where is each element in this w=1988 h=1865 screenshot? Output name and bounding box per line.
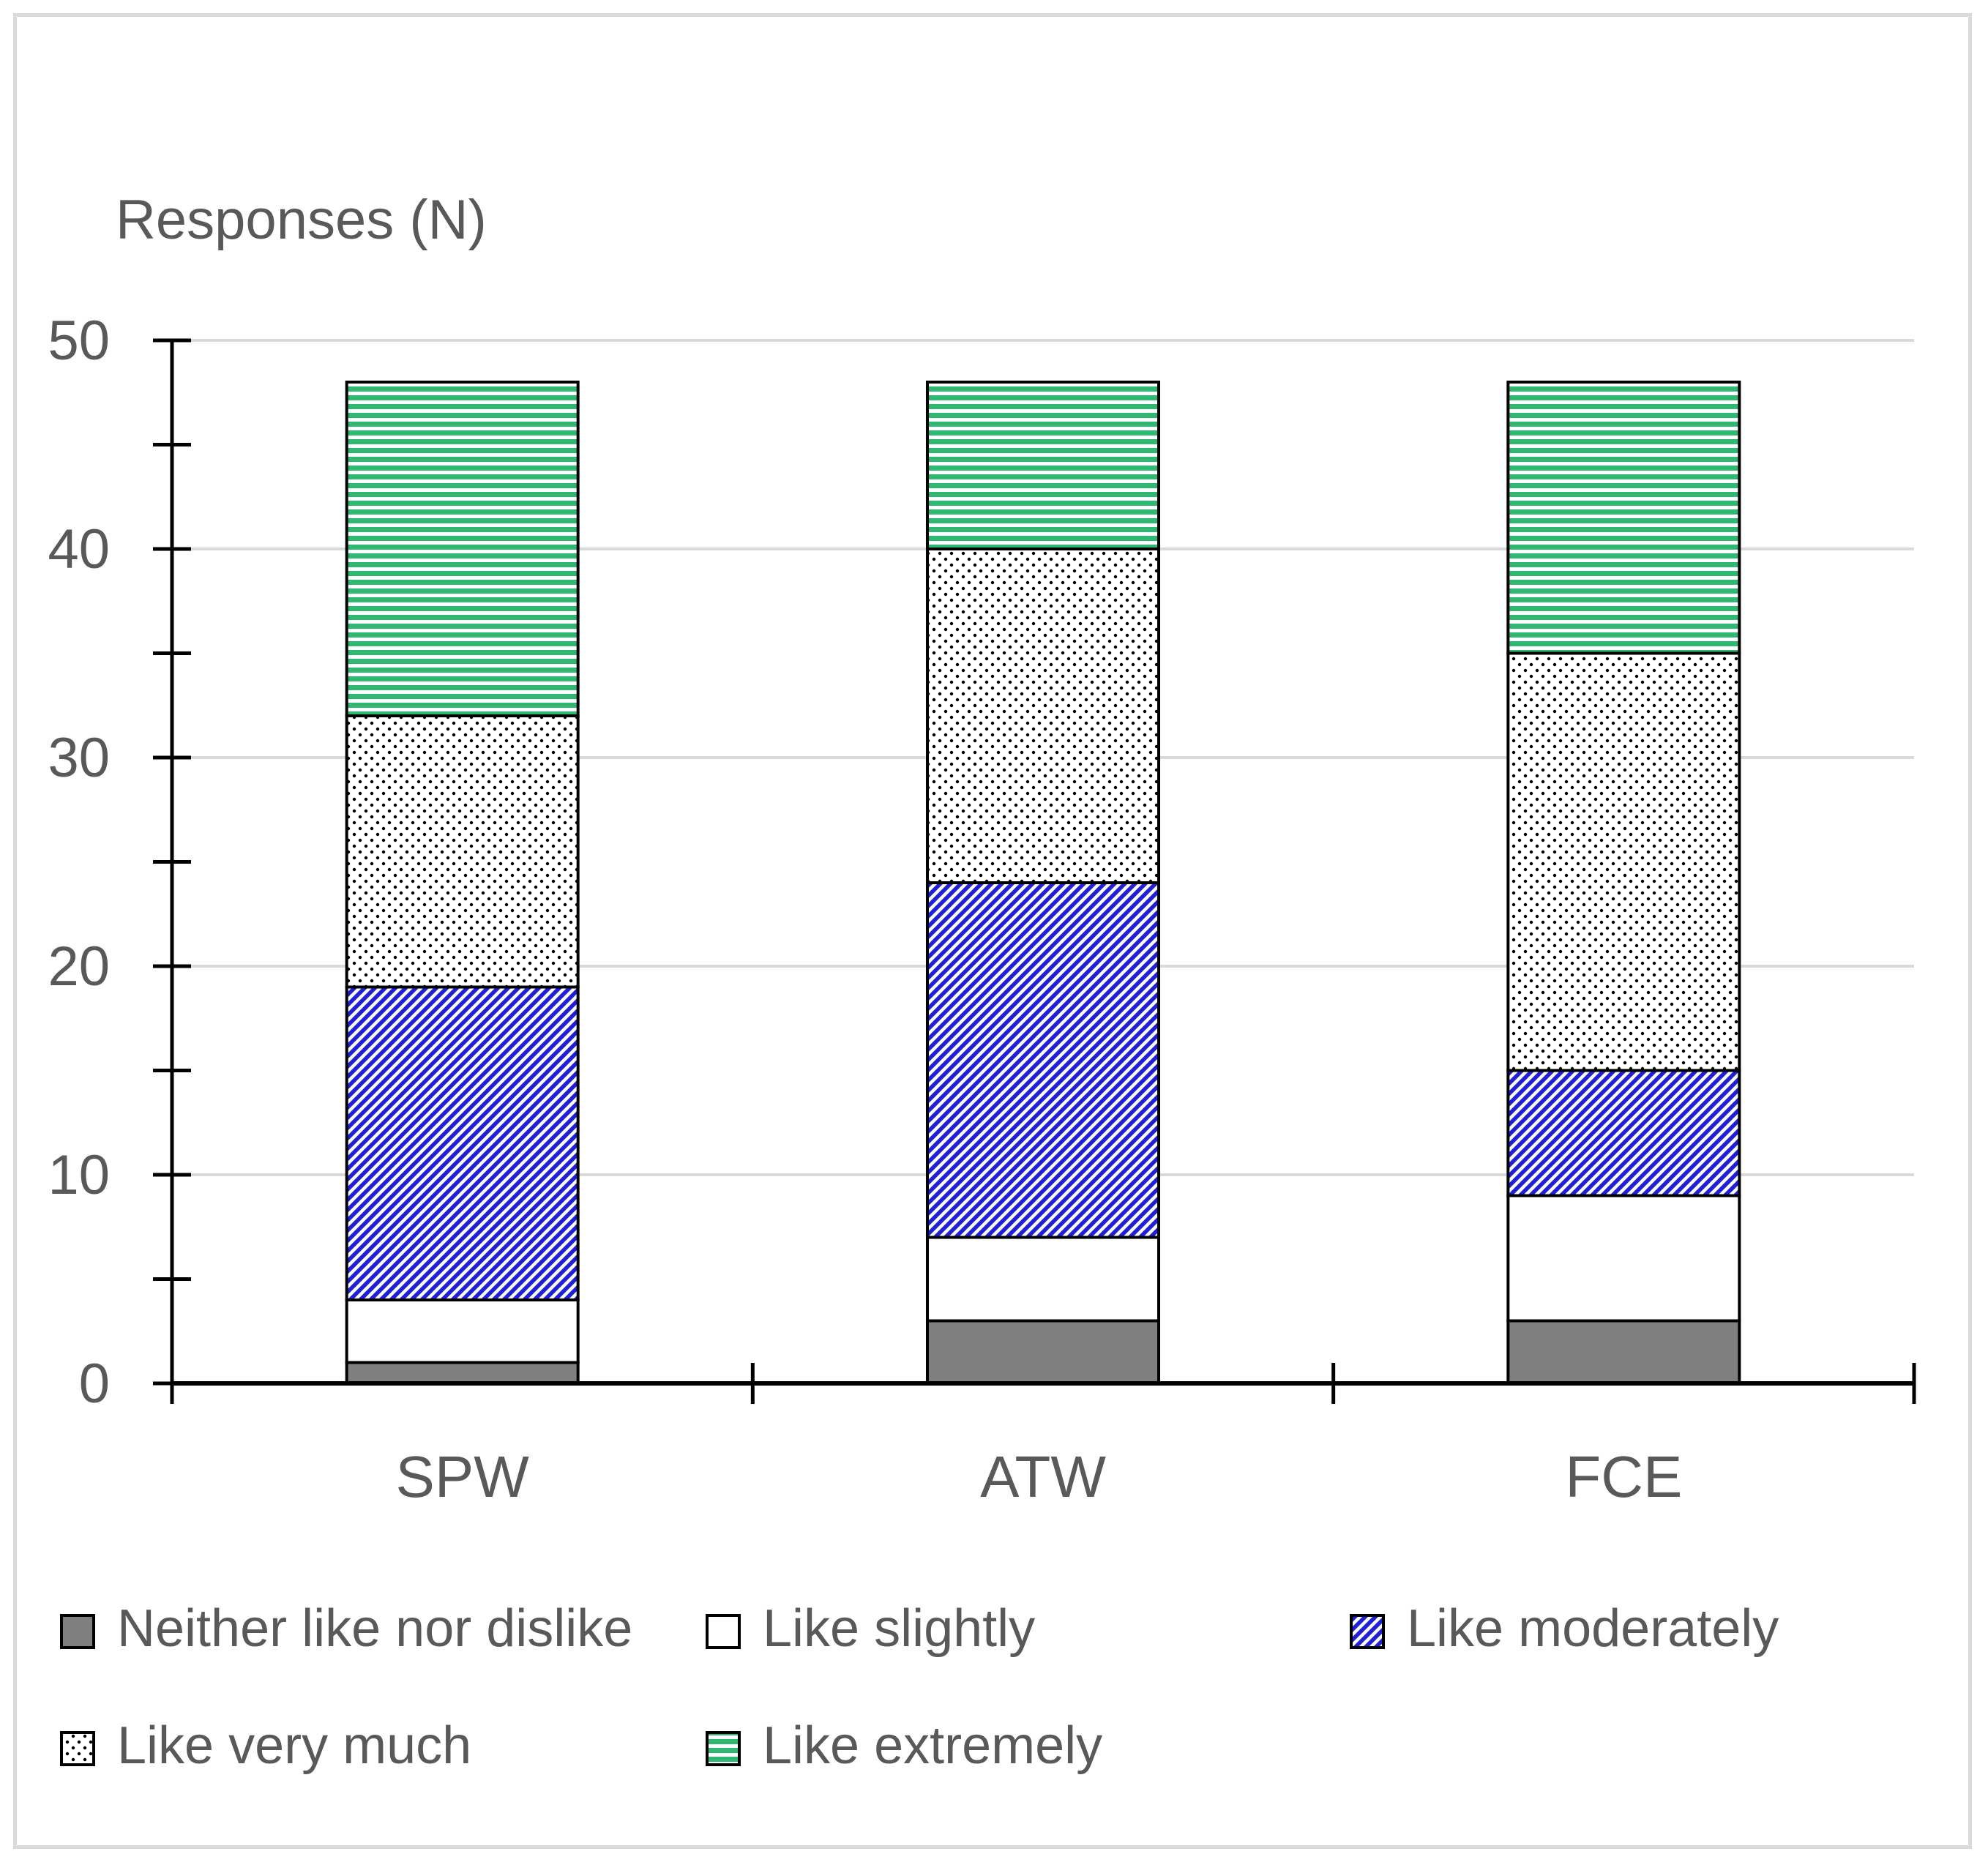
y-tick-label: 30	[48, 727, 110, 789]
y-tick-label: 0	[79, 1353, 110, 1415]
bar-segment-spw-0	[345, 1361, 580, 1385]
bar-segment-atw-0	[926, 1319, 1160, 1385]
legend-swatch-0	[60, 1614, 95, 1649]
bar-segment-fce-4	[1506, 381, 1741, 655]
legend-label-4: Like extremely	[763, 1716, 1102, 1775]
bar-segment-spw-4	[345, 381, 580, 717]
bar-segment-spw-1	[345, 1298, 580, 1364]
bar-segment-fce-1	[1506, 1194, 1741, 1323]
y-tick-label: 50	[48, 310, 110, 372]
bar-segment-atw-1	[926, 1236, 1160, 1323]
bar-segment-fce-0	[1506, 1319, 1741, 1385]
bar-segment-atw-4	[926, 381, 1160, 550]
y-tick-label: 20	[48, 935, 110, 998]
legend-swatch-4	[706, 1731, 741, 1766]
bar-segment-fce-2	[1506, 1069, 1741, 1197]
x-tick-label: FCE	[1565, 1444, 1682, 1509]
bar-segment-spw-2	[345, 985, 580, 1301]
legend-swatch-2	[1350, 1614, 1385, 1649]
legend-label-3: Like very much	[117, 1716, 471, 1775]
bar-segment-atw-3	[926, 547, 1160, 884]
legend-label-1: Like slightly	[763, 1599, 1035, 1658]
y-tick-label: 10	[48, 1144, 110, 1206]
bar-segment-atw-2	[926, 881, 1160, 1239]
legend-label-2: Like moderately	[1407, 1599, 1779, 1658]
legend-label-0: Neither like nor dislike	[117, 1599, 632, 1658]
legend-swatch-1	[706, 1614, 741, 1649]
x-tick-label: SPW	[396, 1444, 530, 1509]
bar-segment-fce-3	[1506, 651, 1741, 1072]
bar-segment-spw-3	[345, 714, 580, 989]
legend-swatch-3	[60, 1731, 95, 1766]
y-axis-label: Responses (N)	[116, 189, 487, 251]
x-tick-label: ATW	[980, 1444, 1106, 1509]
y-tick-label: 40	[48, 518, 110, 580]
